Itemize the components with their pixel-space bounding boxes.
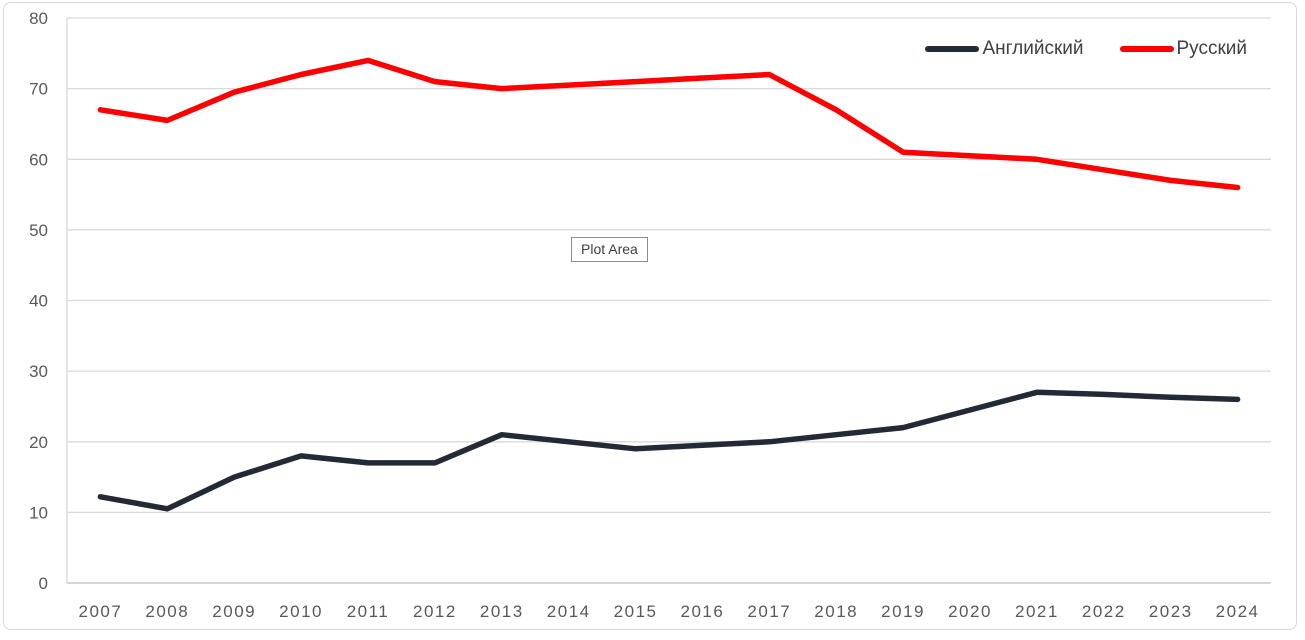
x-tick-label: 2009 <box>212 602 256 621</box>
x-tick-label: 2022 <box>1082 602 1126 621</box>
y-tick-label: 50 <box>29 221 48 240</box>
x-tick-label: 2010 <box>279 602 323 621</box>
x-tick-label: 2019 <box>881 602 925 621</box>
x-tick-label: 2023 <box>1149 602 1193 621</box>
x-tick-label: 2021 <box>1015 602 1059 621</box>
plot-area-tooltip: Plot Area <box>571 237 648 262</box>
russian-line-swatch <box>1119 46 1174 52</box>
x-tick-label: 2015 <box>614 602 658 621</box>
x-tick-label: 2007 <box>78 602 122 621</box>
legend-label-english: Английский <box>982 38 1084 59</box>
y-tick-label: 20 <box>29 433 48 452</box>
x-tick-label: 2024 <box>1216 602 1260 621</box>
series-line-russian[interactable] <box>97 57 1241 191</box>
legend[interactable]: Английский Русский <box>925 36 1247 62</box>
x-tick-label: 2017 <box>747 602 791 621</box>
x-tick-label: 2013 <box>480 602 524 621</box>
english-line-swatch <box>925 46 980 52</box>
x-tick-label: 2011 <box>347 602 390 621</box>
y-tick-label: 30 <box>29 362 48 381</box>
legend-item-russian[interactable]: Русский <box>1119 36 1248 62</box>
x-tick-label: 2012 <box>413 602 457 621</box>
y-tick-label: 70 <box>29 80 48 99</box>
legend-label-russian: Русский <box>1176 38 1248 59</box>
legend-item-english[interactable]: Английский <box>925 36 1084 62</box>
x-tick-label: 2014 <box>547 602 591 621</box>
x-tick-label: 2008 <box>145 602 189 621</box>
x-tick-label: 2018 <box>814 602 858 621</box>
x-tick-label: 2016 <box>680 602 724 621</box>
y-tick-label: 60 <box>29 150 48 169</box>
series-line-english[interactable] <box>97 389 1241 512</box>
x-tick-label: 2020 <box>948 602 992 621</box>
y-tick-label: 40 <box>29 292 48 311</box>
y-tick-label: 10 <box>29 503 48 522</box>
y-tick-label: 80 <box>29 9 48 28</box>
y-tick-label: 0 <box>39 574 48 593</box>
